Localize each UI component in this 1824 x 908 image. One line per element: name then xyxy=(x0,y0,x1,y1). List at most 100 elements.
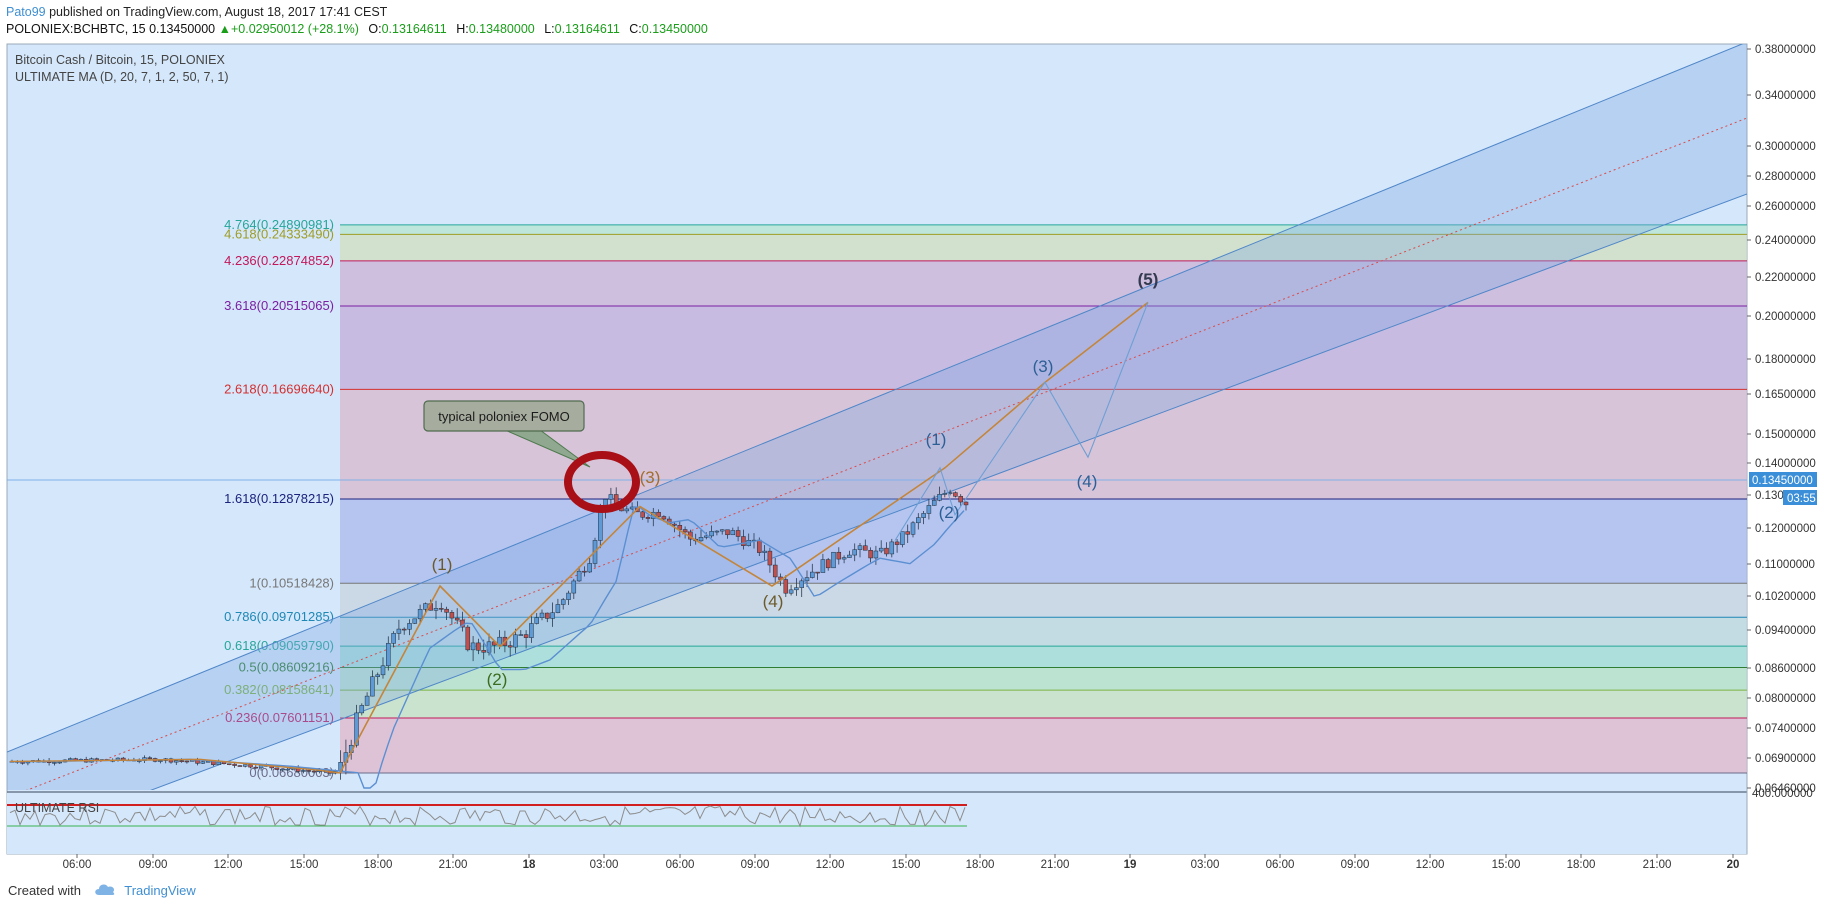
fib-retracement[interactable]: 0(0.06680003)0.236(0.07601151)0.382(0.08… xyxy=(224,217,1747,780)
candle-body xyxy=(68,758,73,761)
time-tick-label: 06:00 xyxy=(1266,859,1295,871)
candle-body xyxy=(274,767,280,770)
channel-lower-line[interactable] xyxy=(7,193,1747,844)
time-axis[interactable]: 06:00 09:00 12:00 15:00 18:00 21:00 18 03:00 06:… xyxy=(63,854,1740,871)
candle-body xyxy=(550,612,555,619)
candle-body xyxy=(417,609,423,620)
time-tick-label: 18:00 xyxy=(364,859,393,871)
wave-count-orange[interactable] xyxy=(339,301,1149,774)
time-tick-label: 21:00 xyxy=(1643,859,1672,871)
countdown-value: 03:55 xyxy=(1787,493,1816,505)
price-tick-label: 0.14000000 xyxy=(1755,458,1816,470)
fomo-ellipse[interactable] xyxy=(564,451,640,513)
fib-band xyxy=(340,499,1747,584)
time-tick-label: 18:00 xyxy=(966,859,995,871)
fomo-callout[interactable]: typical poloniex FOMO xyxy=(423,400,591,468)
fib-band xyxy=(340,717,1747,773)
time-tick-label: 06:00 xyxy=(666,859,695,871)
created-with-text: Created with xyxy=(8,883,81,898)
wave-label[interactable]: (3) xyxy=(1033,357,1054,376)
candle-body xyxy=(815,571,820,574)
candle-body xyxy=(94,758,100,761)
candle-body xyxy=(937,494,942,501)
wave-label[interactable]: (3) xyxy=(640,468,661,487)
candle-body xyxy=(624,508,630,512)
wave-label[interactable]: (2) xyxy=(487,670,508,689)
candle-body xyxy=(560,599,566,605)
fib-band xyxy=(340,646,1747,668)
candle-body xyxy=(396,628,402,634)
fib-level-label: 4.618(0.24333490) xyxy=(224,226,334,241)
publication-info: Pato99 published on TradingView.com, Aug… xyxy=(6,4,387,20)
fib-band xyxy=(340,234,1747,261)
fib-band xyxy=(340,667,1747,691)
candle-body xyxy=(725,529,730,536)
candle-body xyxy=(719,529,725,532)
price-tick-label: 0.06460000 xyxy=(1755,783,1816,795)
candle-body xyxy=(608,494,614,500)
candle-body xyxy=(661,516,667,520)
candle-body xyxy=(571,580,577,594)
legend-title: Bitcoin Cash / Bitcoin, 15, POLONIEX xyxy=(15,53,225,67)
rsi-line xyxy=(9,804,966,828)
fib-level-label: 1(0.10518428) xyxy=(249,575,334,590)
high-value: 0.13480000 xyxy=(468,22,535,36)
wave-label[interactable]: (4) xyxy=(1077,472,1098,491)
candle-body xyxy=(513,634,518,648)
last-price-badge[interactable]: 0.13450000 03:55 xyxy=(1749,472,1817,505)
wave-label[interactable]: (1) xyxy=(432,555,453,574)
candle-body xyxy=(407,623,412,630)
price-axis[interactable]: 0.38000000 0.34000000 0.30000000 0.28000000… xyxy=(1747,44,1816,795)
candle-body xyxy=(311,770,317,773)
open-value: 0.13164611 xyxy=(381,22,447,36)
candle-body xyxy=(423,603,428,610)
candle-body xyxy=(810,571,815,578)
tradingview-link[interactable]: TradingView xyxy=(124,883,196,898)
wave-label[interactable]: (5) xyxy=(1138,270,1159,289)
candle-body xyxy=(253,766,259,769)
price-badge-box xyxy=(1749,472,1817,487)
time-tick-label: 03:00 xyxy=(590,859,619,871)
wave-label[interactable]: (4) xyxy=(763,592,784,611)
candle-body xyxy=(831,551,836,569)
candle-body xyxy=(916,517,921,524)
candle-body xyxy=(820,559,826,573)
candle-body xyxy=(465,626,471,651)
candle-body xyxy=(216,761,221,765)
candle-body xyxy=(783,579,789,594)
candle-body xyxy=(168,758,174,763)
fib-level-label: 0.618(0.09059790) xyxy=(224,638,334,653)
candle-body xyxy=(735,530,741,537)
elliott-waves[interactable]: (1) (2) (3) (4) (1) (2) (3) (4) (5) xyxy=(9,270,1159,774)
candle-body xyxy=(57,761,62,764)
fib-level-label: 3.618(0.20515065) xyxy=(224,298,334,313)
parallel-channel[interactable] xyxy=(7,42,1747,844)
candle-body xyxy=(788,589,794,594)
candle-body xyxy=(709,531,714,537)
author-link[interactable]: Pato99 xyxy=(6,5,46,19)
candle-body xyxy=(889,541,895,555)
candle-body xyxy=(280,768,285,771)
channel-upper-line[interactable] xyxy=(7,42,1747,753)
candle-body xyxy=(518,634,524,636)
wave-count-blue[interactable] xyxy=(894,302,1149,541)
candle-body xyxy=(825,559,831,569)
price-tick-label: 0.26000000 xyxy=(1755,201,1816,213)
candle-body xyxy=(391,633,396,644)
candle-body xyxy=(359,705,365,714)
wave-label[interactable]: (2) xyxy=(939,503,960,522)
candle-body xyxy=(640,511,645,518)
time-tick-label: 21:00 xyxy=(439,859,468,871)
ohlc-line: POLONIEX:BCHBTC, 15 0.13450000 ▲+0.02950… xyxy=(6,21,708,37)
wave-label[interactable]: (1) xyxy=(926,430,947,449)
candle-body xyxy=(444,608,449,613)
price-tick-label: 0.34000000 xyxy=(1755,90,1816,102)
price-tick-label: 0.20000000 xyxy=(1755,311,1816,323)
price-tick-label: 0.09400000 xyxy=(1755,625,1816,637)
price-tick-label: 0.11000000 xyxy=(1755,559,1815,571)
channel-fill xyxy=(7,44,1747,790)
fib-band xyxy=(340,224,1747,235)
price-tick-label: 0.08600000 xyxy=(1755,663,1816,675)
price-tick-label: 0.30000000 xyxy=(1755,141,1816,153)
